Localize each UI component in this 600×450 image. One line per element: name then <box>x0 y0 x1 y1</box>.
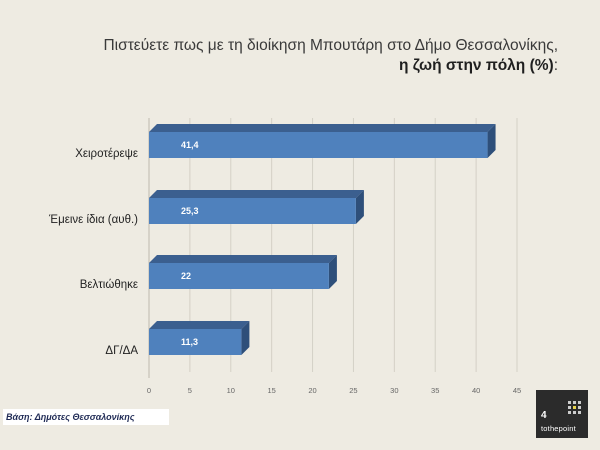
category-label: Βελτιώθηκε <box>80 279 138 291</box>
logo-text: tothepoint <box>541 424 576 433</box>
bar-side-face <box>355 190 364 224</box>
bar-side-face <box>241 321 250 355</box>
chart-title: Πιστεύετε πως με τη διοίκηση Μπουτάρη στ… <box>38 36 558 76</box>
bar-value-label: 25,3 <box>181 206 199 216</box>
title-line-2: η ζωή στην πόλη (%): <box>38 56 558 76</box>
x-tick-label: 20 <box>308 386 316 395</box>
bar-top-face <box>149 255 337 263</box>
category-label: Χειροτέρεψε <box>75 148 138 160</box>
x-tick-label: 40 <box>472 386 480 395</box>
logo-grid-icon <box>568 401 581 414</box>
category-label: Έμεινε ίδια (αυθ.) <box>48 214 138 226</box>
title-bold: η ζωή στην πόλη (%) <box>399 57 554 74</box>
bar-side-face <box>487 124 496 158</box>
x-tick-label: 0 <box>147 386 151 395</box>
x-tick-label: 15 <box>267 386 275 395</box>
category-label: ΔΓ/ΔΑ <box>105 345 138 357</box>
title-suffix: : <box>553 57 558 74</box>
x-tick-label: 45 <box>513 386 521 395</box>
bar-side-face <box>328 255 337 289</box>
base-note: Βάση: Δημότες Θεσσαλονίκης <box>3 409 169 425</box>
x-tick-label: 35 <box>431 386 439 395</box>
bar <box>149 132 488 158</box>
logo-number: 4 <box>541 410 547 421</box>
company-logo: 4 tothepoint <box>536 390 588 438</box>
x-tick-label: 10 <box>227 386 235 395</box>
bar <box>149 329 242 355</box>
title-line-1: Πιστεύετε πως με τη διοίκηση Μπουτάρη στ… <box>103 37 558 54</box>
bar-top-face <box>149 124 496 132</box>
bar-top-face <box>149 190 364 198</box>
bar-value-label: 22 <box>181 271 191 281</box>
bar-value-label: 11,3 <box>181 337 198 347</box>
bar-value-label: 41,4 <box>181 140 199 150</box>
x-tick-label: 25 <box>349 386 357 395</box>
x-tick-label: 30 <box>390 386 398 395</box>
bar-top-face <box>149 321 250 329</box>
bar <box>149 263 329 289</box>
x-tick-label: 5 <box>188 386 192 395</box>
bar <box>149 198 356 224</box>
